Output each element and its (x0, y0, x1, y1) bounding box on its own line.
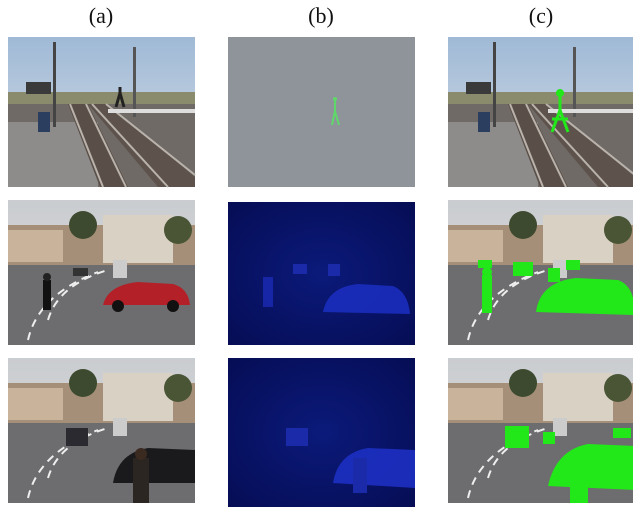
column-label: (a) (89, 3, 113, 28)
image-a1 (7, 36, 196, 188)
image-a2 (7, 199, 196, 346)
image-b1 (228, 37, 415, 187)
image-c1 (447, 36, 633, 188)
image-b3 (228, 358, 415, 507)
image-c2 (447, 199, 633, 346)
image-b2 (228, 202, 415, 345)
column-label: (b) (308, 3, 334, 28)
column-label: (c) (529, 3, 553, 28)
image-a3 (7, 357, 196, 504)
image-c3 (447, 357, 633, 504)
